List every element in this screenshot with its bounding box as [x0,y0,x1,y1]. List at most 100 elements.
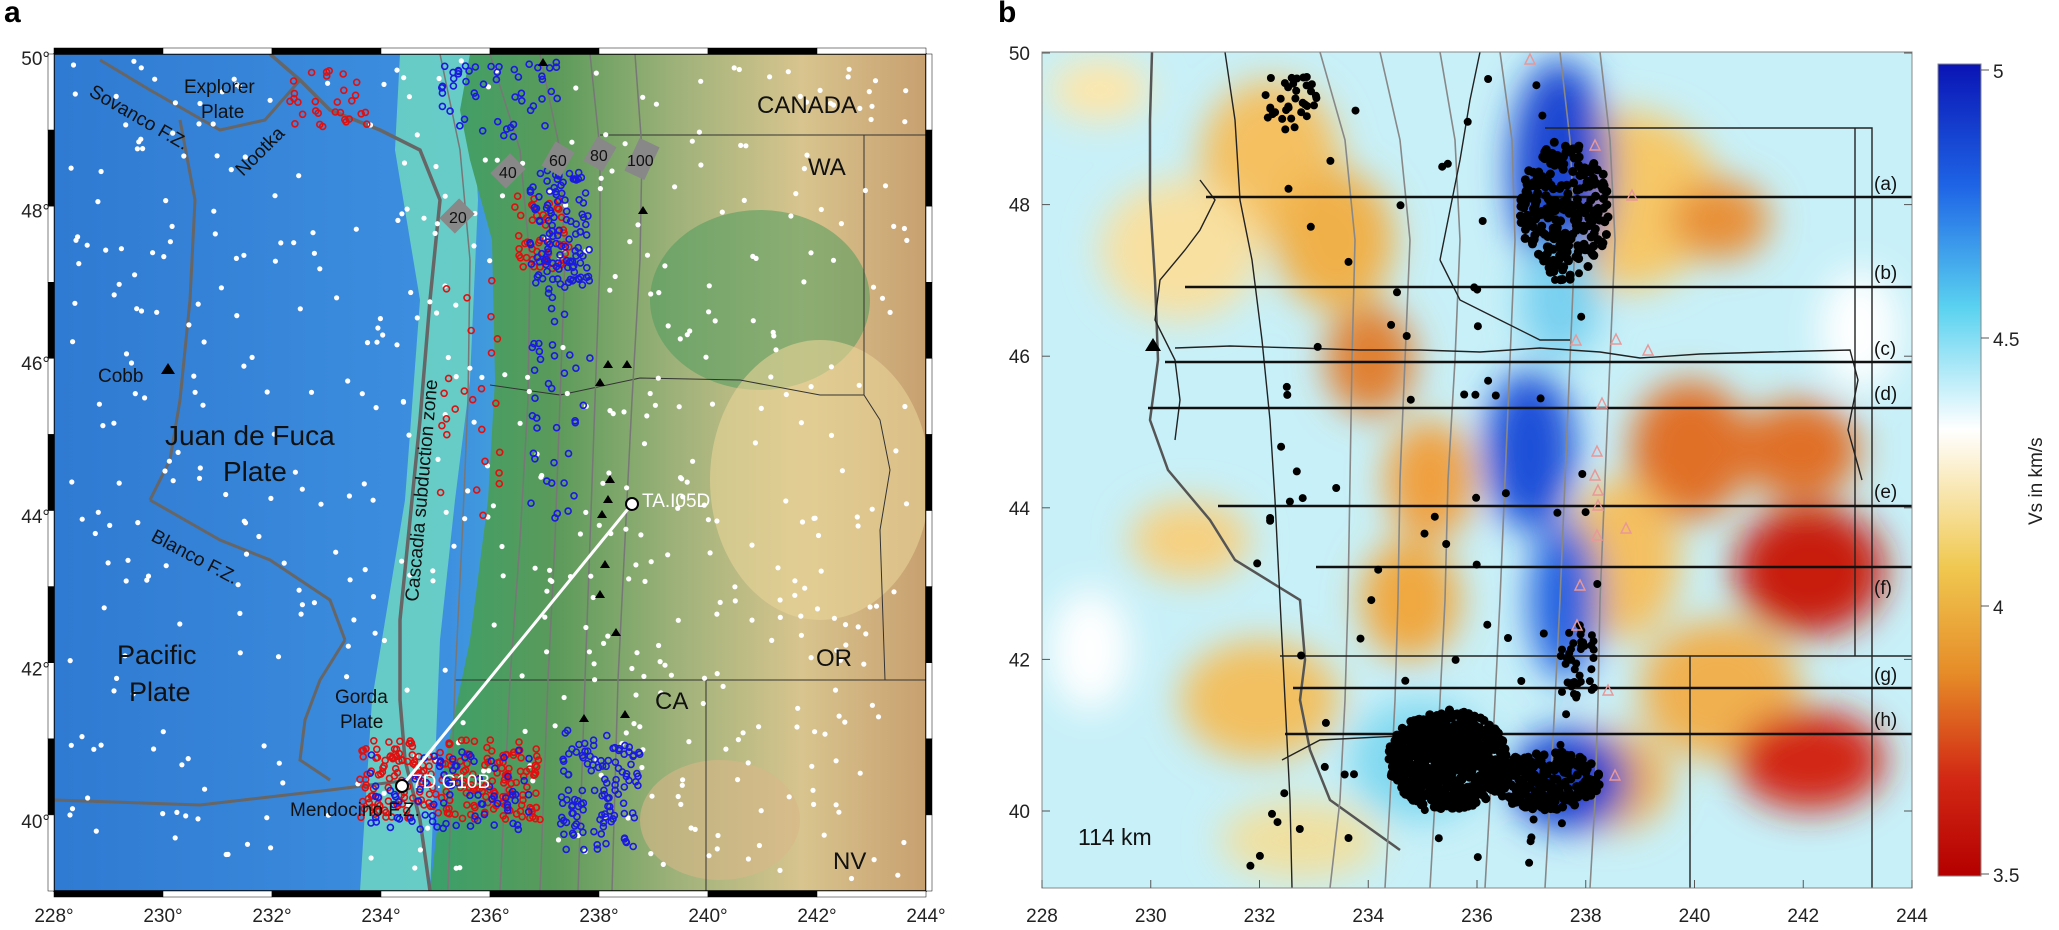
y-axis-ticks-b: 40 42 44 46 48 50 [1009,44,1912,823]
profile-label-b: (b) [1874,263,1897,284]
x-tick-label: 236° [470,906,509,927]
profile-label-a: (a) [1874,174,1897,195]
blanco-fz [149,498,347,641]
contour-label-40: 40 [499,165,517,182]
coastline-and-borders [1154,52,1912,888]
station-path-line [400,503,634,787]
contour-label-60: 60 [549,153,567,170]
label-ca: CA [655,688,688,715]
label-nv: NV [833,848,866,875]
profile-label-e: (e) [1874,482,1897,503]
label-wa: WA [808,154,846,181]
profile-label-f: (f) [1874,578,1892,599]
x-tick-label: 244° [906,906,945,927]
volcano-icon [600,560,610,568]
plate-boundary-lines [1148,52,1401,852]
x-tick-label-b: 234 [1352,906,1384,927]
label-or: OR [816,645,852,672]
y-tick-label-b: 40 [1009,802,1030,823]
x-tick-label-b: 232 [1244,906,1276,927]
y-tick-label-b: 42 [1009,650,1030,671]
label-juan-de-fuca: Juan de Fuca [165,420,335,451]
volcano-icon [595,378,605,386]
panel-a-letter: a [4,0,21,29]
mendocino-fz [54,778,411,807]
contour-label-80: 80 [590,148,608,165]
cobb-seamount-icon [161,363,175,374]
velocity-anomalies [1050,60,1900,880]
profile-label-c: (c) [1874,339,1896,360]
profile-label-h: (h) [1874,710,1897,731]
label-station-7d: 7D.G10B [412,772,490,793]
wa-or-border [489,377,891,681]
profile-labels: (a) (b) (c) (d) (e) (f) (g) (h) [1874,174,1897,731]
x-tick-label-b: 238 [1570,906,1602,927]
volcano-icon [603,495,613,503]
station-dots [67,58,910,882]
volcano-icon [611,628,621,636]
label-explorer: Explorer [184,77,255,98]
panel-b-letter: b [998,0,1017,29]
label-gorda: Gorda [335,687,388,708]
y-tick-label: 42° [21,659,50,680]
volcano-icon [620,710,630,718]
slab-contours [1319,52,1616,888]
contour-label-20: 20 [449,210,467,227]
label-gorda-plate: Plate [340,712,383,733]
x-tick-label: 234° [361,906,400,927]
x-tick-label-b: 236 [1461,906,1493,927]
volcano-icon [538,58,548,66]
cobb-volcano-icon [1145,338,1161,351]
volcano-markers [161,58,648,722]
x-axis-ticks: 228° 230° 232° 234° 236° 238° 240° 242° 244° [34,906,945,927]
y-tick-label-b: 50 [1009,44,1030,65]
volcano-icon [622,360,632,368]
colorbar-tick-5: 5 [1993,62,2004,83]
y-tick-label: 44° [21,507,50,528]
y-tick-label: 40° [21,812,50,833]
profile-label-g: (g) [1874,665,1897,686]
label-cobb: Cobb [98,366,143,387]
plateau-patch [710,340,926,620]
colorbar-title: Vs in km/s [2026,437,2047,525]
label-canada: CANADA [757,92,857,119]
y-tick-label-b: 48 [1009,196,1030,217]
velocity-background [1042,52,1912,888]
panel-b-frame [1041,51,1913,889]
juan-de-fuca-ridge [148,119,197,501]
x-tick-label-b: 230 [1135,906,1167,927]
volcano-icon [595,590,605,598]
label-pacific-plate: Plate [129,677,191,707]
continental-shelf [360,54,478,891]
y-tick-label-b: 44 [1009,499,1031,520]
profile-label-d: (d) [1874,384,1897,405]
colorbar [1937,63,1982,877]
x-tick-label: 230° [143,906,182,927]
x-tick-label-b: 228 [1026,906,1058,927]
y-tick-label-b: 46 [1009,347,1030,368]
volcano-icon [603,360,613,368]
x-tick-label: 232° [252,906,291,927]
x-tick-label-b: 244 [1896,906,1928,927]
colorbar-ticks: 5 4.5 4 3.5 [1981,62,2019,887]
depth-label: 114 km [1078,824,1152,850]
earthquake-epicenters [1246,73,1613,870]
slab-contour-40 [489,54,531,891]
label-station-ta: TA.I05D [642,491,710,512]
colorbar-tick-3-5: 3.5 [1993,866,2019,887]
label-pacific: Pacific [117,640,197,670]
y-tick-label: 48° [21,202,50,223]
gorda-ridge [298,639,347,782]
volcano-outlines [1523,52,1655,781]
profile-lines [1148,195,1912,736]
x-tick-label: 228° [34,906,73,927]
sovanco-fz [99,58,302,132]
contour-labels: 20 40 60 80 100 [439,136,660,234]
contour-label-100: 100 [627,153,654,170]
earthquakes-blue [366,58,644,854]
x-tick-label-b: 240 [1679,906,1711,927]
panel-a-map: 20 40 60 80 100 CANADA WA OR CA NV Explo… [21,47,946,927]
x-tick-label: 240° [688,906,727,927]
volcano-icon [605,475,615,483]
colorbar-tick-4-5: 4.5 [1993,330,2019,351]
